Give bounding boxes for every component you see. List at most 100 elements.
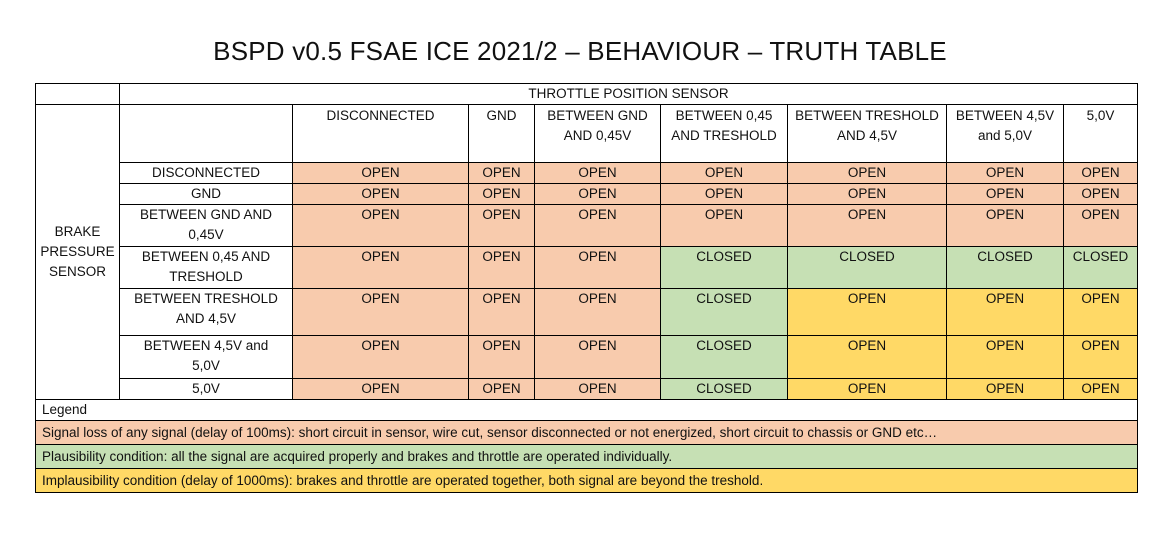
cell-text-line: BETWEEN GND AND	[139, 207, 272, 222]
throttle-sensor-header: THROTTLE POSITION SENSOR	[119, 83, 1138, 105]
row-label: BETWEEN GND AND 0,45V	[119, 204, 293, 247]
column-header: BETWEEN GND AND 0,45V	[534, 104, 661, 163]
cell-text-line: BRAKE	[54, 224, 101, 239]
table-row: DISCONNECTED OPEN OPEN OPEN OPEN OPEN OPEN OPEN	[36, 162, 1138, 184]
legend-item: Plausibility condition: all the signal a…	[35, 444, 1138, 469]
cell-text-line: DISCONNECTED	[151, 165, 260, 180]
state-cell: OPEN	[946, 183, 1064, 205]
truth-table: THROTTLE POSITION SENSOR BRAKE PRESSURE SEN…	[35, 83, 1138, 493]
state-cell: OPEN	[468, 335, 535, 379]
cell-text-line: SENSOR	[48, 264, 106, 279]
state-cell: OPEN	[660, 162, 788, 184]
row-label: GND	[119, 183, 293, 205]
state-cell: OPEN	[787, 335, 947, 379]
state-cell: CLOSED	[946, 246, 1064, 289]
page-title: BSPD v0.5 FSAE ICE 2021/2 – BEHAVIOUR – …	[213, 36, 947, 66]
column-header: DISCONNECTED	[292, 104, 469, 163]
empty-header-cell	[119, 104, 293, 163]
legend-title-row: Legend	[35, 399, 1138, 421]
legend-item: Implausibility condition (delay of 1000m…	[35, 468, 1138, 493]
column-header: BETWEEN TRESHOLD AND 4,5V	[787, 104, 947, 163]
state-cell: OPEN	[468, 246, 535, 289]
state-cell: OPEN	[787, 378, 947, 400]
legend-text: Signal loss of any signal (delay of 100m…	[35, 420, 1138, 445]
legend-text: Implausibility condition (delay of 1000m…	[35, 468, 1138, 493]
state-cell: OPEN	[534, 183, 661, 205]
cell-text-line: AND 4,5V	[836, 128, 898, 143]
state-cell: OPEN	[1063, 162, 1138, 184]
cell-text-line: GND	[486, 108, 517, 123]
state-cell: CLOSED	[1063, 246, 1138, 289]
column-header: BETWEEN 4,5V and 5,0V	[946, 104, 1064, 163]
state-cell: OPEN	[1063, 204, 1138, 247]
state-cell: CLOSED	[660, 378, 788, 400]
cell-text-line: BETWEEN 0,45	[675, 108, 773, 123]
cell-text-line: DISCONNECTED	[326, 108, 435, 123]
row-label: BETWEEN 4,5V and 5,0V	[119, 335, 293, 379]
table-row: 5,0V OPEN OPEN OPEN CLOSED OPEN OPEN OPEN	[36, 378, 1138, 400]
state-cell: CLOSED	[660, 335, 788, 379]
table-row: BETWEEN 4,5V and 5,0V OPEN OPEN OPEN CLOSED OP…	[36, 335, 1138, 379]
state-cell: OPEN	[534, 204, 661, 247]
cell-text-line: BETWEEN 0,45 AND	[141, 249, 271, 264]
column-header: 5,0V	[1063, 104, 1138, 163]
state-cell: OPEN	[468, 288, 535, 336]
state-cell: OPEN	[1063, 378, 1138, 400]
cell-text-line: TRESHOLD	[169, 269, 243, 284]
legend-text: Plausibility condition: all the signal a…	[35, 444, 1138, 469]
state-cell: OPEN	[468, 183, 535, 205]
state-cell: OPEN	[534, 378, 661, 400]
state-cell: OPEN	[292, 162, 469, 184]
state-cell: CLOSED	[787, 246, 947, 289]
cell-text-line: BETWEEN TRESHOLD	[134, 291, 278, 306]
table-row: BETWEEN GND AND 0,45V OPEN OPEN OPEN OPEN OPEN…	[36, 204, 1138, 247]
state-cell: OPEN	[1063, 288, 1138, 336]
state-cell: OPEN	[468, 204, 535, 247]
cell-text-line: 0,45V	[188, 227, 224, 242]
state-cell: OPEN	[787, 288, 947, 336]
state-cell: OPEN	[292, 288, 469, 336]
cell-text-line: BETWEEN 4,5V	[955, 108, 1055, 123]
state-cell: OPEN	[534, 335, 661, 379]
state-cell: OPEN	[946, 288, 1064, 336]
state-cell: OPEN	[292, 246, 469, 289]
state-cell: OPEN	[534, 288, 661, 336]
state-cell: OPEN	[946, 335, 1064, 379]
state-cell: OPEN	[534, 162, 661, 184]
row-label: BETWEEN TRESHOLD AND 4,5V	[119, 288, 293, 336]
state-cell: OPEN	[1063, 335, 1138, 379]
row-label: DISCONNECTED	[119, 162, 293, 184]
table-row: GND OPEN OPEN OPEN OPEN OPEN OPEN OPEN	[36, 183, 1138, 205]
state-cell: OPEN	[660, 183, 788, 205]
state-cell: OPEN	[292, 204, 469, 247]
cell-text-line: and 5,0V	[977, 128, 1033, 143]
cell-text-line: BETWEEN GND	[547, 108, 648, 123]
legend-title: Legend	[35, 399, 1138, 421]
cell-text-line: BETWEEN TRESHOLD	[795, 108, 939, 123]
state-cell: OPEN	[946, 378, 1064, 400]
row-label: 5,0V	[119, 378, 293, 400]
cell-text-line: AND TRESHOLD	[671, 128, 777, 143]
legend-item: Signal loss of any signal (delay of 100m…	[35, 420, 1138, 445]
state-cell: OPEN	[946, 162, 1064, 184]
cell-text-line: AND 0,45V	[563, 128, 632, 143]
state-cell: CLOSED	[660, 246, 788, 289]
column-header: GND	[468, 104, 535, 163]
throttle-header-row: THROTTLE POSITION SENSOR	[35, 83, 1138, 105]
state-cell: OPEN	[787, 204, 947, 247]
cell-text-line: 5,0V	[192, 358, 220, 373]
state-cell: OPEN	[787, 183, 947, 205]
state-cell: OPEN	[292, 335, 469, 379]
state-cell: OPEN	[1063, 183, 1138, 205]
column-header-row: BRAKE PRESSURE SENSOR DISCONNECTED GND BETWEE…	[35, 104, 1138, 400]
state-cell: OPEN	[468, 162, 535, 184]
state-cell: CLOSED	[660, 288, 788, 336]
cell-text-line: AND 4,5V	[175, 311, 237, 326]
state-cell: OPEN	[946, 204, 1064, 247]
cell-text-line: GND	[191, 186, 221, 201]
corner-cell	[35, 83, 120, 105]
cell-text-line: 5,0V	[192, 381, 220, 396]
state-cell: OPEN	[660, 204, 788, 247]
row-label: BETWEEN 0,45 AND TRESHOLD	[119, 246, 293, 289]
state-cell: OPEN	[292, 183, 469, 205]
